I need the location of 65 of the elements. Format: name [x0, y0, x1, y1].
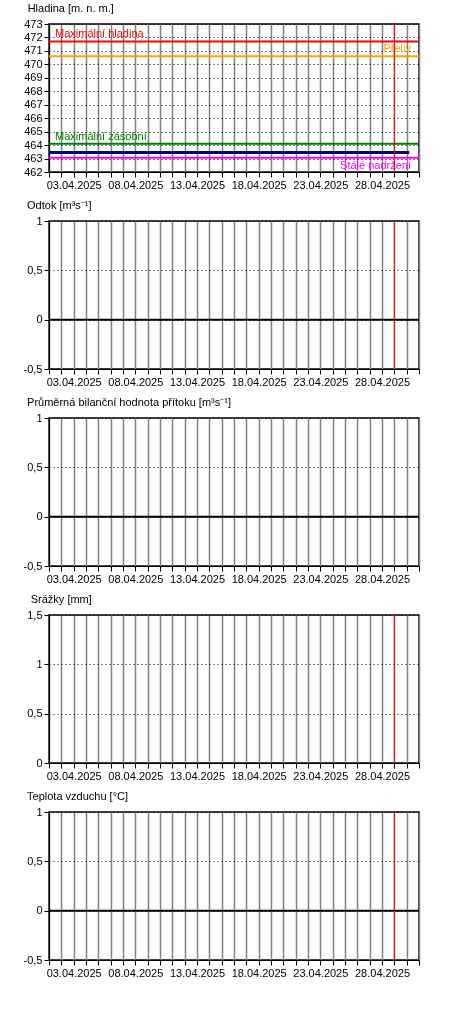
- y-tick-label: 473: [24, 17, 43, 30]
- x-tick-label: 03.04.2025: [46, 769, 102, 782]
- chart-title: Teplota vzduchu [°C]: [27, 790, 129, 802]
- x-tick-label: 03.04.2025: [46, 966, 102, 979]
- x-tick-label: 13.04.2025: [169, 375, 226, 388]
- x-tick-label: 18.04.2025: [231, 178, 287, 191]
- x-tick-label: 28.04.2025: [354, 769, 411, 782]
- y-tick-label: -0,5: [23, 559, 43, 572]
- y-tick-label: 1: [36, 805, 43, 818]
- chart-title: Odtok [m³s⁻¹]: [27, 199, 92, 211]
- x-tick-label: 08.04.2025: [108, 178, 164, 191]
- y-tick-label: 0,5: [27, 854, 43, 867]
- y-tick-label: -0,5: [23, 953, 43, 966]
- x-tick-label: 18.04.2025: [231, 769, 287, 782]
- x-tick-label: 28.04.2025: [354, 966, 411, 979]
- chart-title: Průměrná bilanční hodnota přítoku [m³s⁻¹]: [27, 396, 231, 408]
- ref-line-label: Maximální zásobní: [55, 129, 147, 142]
- x-tick-label: 08.04.2025: [108, 572, 164, 585]
- x-tick-label: 13.04.2025: [169, 178, 226, 191]
- chart-title: Srážky [mm]: [30, 593, 92, 605]
- x-tick-label: 23.04.2025: [293, 178, 349, 191]
- y-tick-label: 0,5: [27, 263, 43, 276]
- y-tick-label: 471: [24, 44, 43, 57]
- x-tick-label: 03.04.2025: [46, 178, 102, 191]
- x-tick-label: 08.04.2025: [108, 375, 164, 388]
- x-tick-label: 18.04.2025: [231, 572, 287, 585]
- x-tick-label: 08.04.2025: [108, 769, 164, 782]
- y-tick-label: 0: [36, 510, 43, 523]
- y-tick-label: 0,5: [27, 460, 43, 473]
- y-tick-label: 1: [36, 657, 43, 670]
- y-tick-label: 463: [24, 152, 43, 165]
- x-tick-label: 23.04.2025: [293, 375, 349, 388]
- chart-title: Hladina [m. n. m.]: [27, 2, 114, 14]
- x-tick-label: 18.04.2025: [231, 375, 287, 388]
- y-tick-label: 0: [36, 313, 43, 326]
- x-tick-label: 18.04.2025: [231, 966, 287, 979]
- x-tick-label: 13.04.2025: [169, 769, 226, 782]
- y-tick-label: 0: [36, 756, 43, 769]
- y-tick-label: 467: [24, 98, 43, 111]
- x-tick-label: 08.04.2025: [108, 966, 164, 979]
- y-tick-label: 465: [24, 125, 43, 138]
- x-tick-label: 03.04.2025: [46, 572, 102, 585]
- y-tick-label: 0,5: [27, 707, 43, 720]
- x-tick-label: 23.04.2025: [293, 966, 349, 979]
- x-tick-label: 28.04.2025: [354, 178, 411, 191]
- x-tick-label: 03.04.2025: [46, 375, 102, 388]
- y-tick-label: 1,5: [27, 608, 43, 621]
- x-tick-label: 13.04.2025: [169, 966, 226, 979]
- y-tick-label: 1: [36, 411, 43, 424]
- y-tick-label: 472: [24, 30, 43, 43]
- y-tick-label: 1: [36, 214, 43, 227]
- x-tick-label: 23.04.2025: [293, 572, 349, 585]
- y-tick-label: 462: [24, 165, 43, 178]
- x-tick-label: 13.04.2025: [169, 572, 226, 585]
- y-tick-label: -0,5: [23, 362, 43, 375]
- y-tick-label: 0: [36, 904, 43, 917]
- x-tick-label: 28.04.2025: [354, 375, 411, 388]
- ref-line-label: Maximální hladina: [55, 27, 145, 40]
- x-tick-label: 23.04.2025: [293, 769, 349, 782]
- x-tick-label: 28.04.2025: [354, 572, 411, 585]
- y-tick-label: 469: [24, 71, 43, 84]
- y-tick-label: 468: [24, 84, 43, 97]
- y-tick-label: 470: [24, 57, 43, 70]
- y-tick-label: 464: [24, 138, 43, 151]
- y-tick-label: 466: [24, 111, 43, 124]
